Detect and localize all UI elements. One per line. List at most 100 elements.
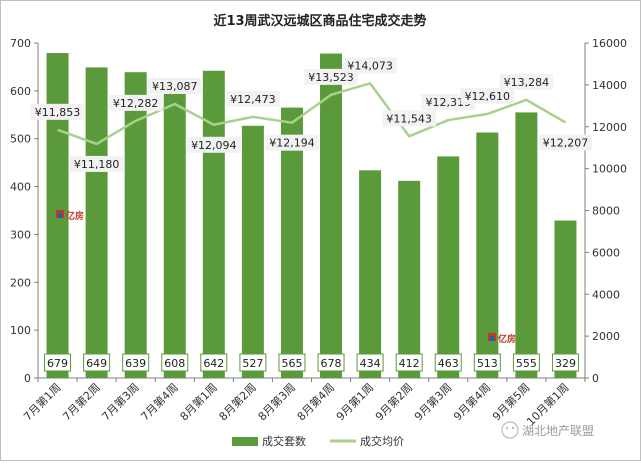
bar: [515, 112, 538, 379]
bar-value-label: 463: [438, 357, 459, 370]
y-right-tick-label: 14000: [592, 79, 627, 92]
bar: [320, 53, 343, 379]
price-value-box: [108, 94, 163, 111]
bar-value-label: 555: [516, 357, 537, 370]
price-value-box: [343, 57, 397, 74]
bar-value-label: 412: [399, 357, 420, 370]
bar-value-box: [161, 353, 189, 372]
bar-value-label: 679: [47, 357, 68, 370]
price-value-box: [499, 73, 554, 90]
price-value-label: ¥13,284: [504, 76, 550, 89]
bar-value-label: 329: [555, 357, 576, 370]
bar-value-box: [278, 353, 306, 372]
legend-line-label: 成交均价: [360, 434, 404, 448]
axes: 0 100 200 300 400 500 600 700 0 2000 4000 6000 8000 1…: [10, 37, 627, 385]
bar: [85, 67, 108, 379]
bar-value-box: [200, 353, 228, 372]
y-left-tick-label: 200: [10, 276, 31, 289]
price-value-box: [460, 87, 515, 104]
price-value-label: ¥13,523: [308, 71, 354, 84]
legend: 成交套数 成交均价: [232, 434, 404, 448]
logo-text: 亿房: [498, 333, 516, 345]
bar-value-box: [44, 353, 72, 372]
price-value-box: [30, 103, 85, 120]
logo-text: 亿房: [66, 210, 84, 222]
price-value-label: ¥13,087: [152, 80, 198, 93]
brand-text: 湖北地产联盟: [522, 423, 594, 438]
bar-value-label: 513: [477, 357, 498, 370]
y-right-tick-label: 2000: [592, 330, 620, 343]
bar: [359, 170, 382, 378]
price-value-label: ¥11,853: [35, 106, 81, 119]
price-value-label: ¥14,073: [347, 59, 393, 72]
price-value-label: ¥12,319: [426, 96, 472, 109]
price-value-box: [382, 110, 436, 127]
bar: [280, 107, 303, 378]
bar: [398, 180, 421, 378]
price-value-box: [538, 134, 593, 151]
bar-value-box: [395, 353, 423, 372]
data-labels: 679 649 639 608 642 527 565 678 434 412 463 513 555 3…: [30, 57, 593, 372]
bar: [241, 125, 264, 379]
bar: [202, 70, 225, 378]
bar-value-label: 642: [203, 357, 224, 370]
price-value-label: ¥12,610: [465, 90, 511, 103]
y-left-tick-label: 500: [10, 133, 31, 146]
price-value-label: ¥11,180: [74, 158, 120, 171]
bar-value-box: [356, 353, 384, 372]
y-left-tick-label: 700: [10, 37, 31, 50]
bar-value-box: [551, 353, 579, 372]
bar-value-box: [122, 353, 150, 372]
y-right-tick-label: 16000: [592, 37, 627, 50]
price-value-label: ¥12,207: [543, 136, 589, 149]
price-value-label: ¥12,094: [191, 139, 237, 152]
price-value-box: [187, 136, 241, 153]
bar-value-box: [434, 353, 462, 372]
y-left-tick-label: 100: [10, 324, 31, 337]
price-value-label: ¥11,543: [386, 112, 432, 125]
y-left-tick-label: 300: [10, 228, 31, 241]
bar: [554, 220, 577, 378]
y-right-tick-label: 12000: [592, 121, 627, 134]
bar-value-label: 608: [164, 357, 185, 370]
brand-watermark: 湖北地产联盟: [501, 421, 594, 439]
wechat-icon: [501, 421, 519, 439]
price-value-label: ¥12,473: [230, 93, 276, 106]
bar-value-box: [512, 353, 540, 372]
bar-value-box: [83, 353, 111, 372]
legend-bar-swatch: [232, 437, 258, 446]
price-value-label: ¥12,282: [113, 97, 159, 110]
bar-value-box: [317, 353, 345, 372]
price-value-label: ¥12,194: [269, 137, 315, 150]
y-left-tick-label: 600: [10, 85, 31, 98]
y-right-tick-label: 10000: [592, 163, 627, 176]
price-line: [57, 82, 567, 146]
bar-value-label: 527: [242, 357, 263, 370]
bar-value-label: 678: [321, 357, 342, 370]
bar: [476, 132, 499, 378]
price-value-box: [69, 155, 124, 172]
bar-value-box: [473, 353, 501, 372]
bar: [124, 72, 147, 378]
bar: [163, 87, 186, 379]
y-left-tick-label: 0: [24, 372, 31, 385]
y-right-tick-label: 0: [592, 372, 599, 385]
yifang-logo-watermark: 亿房: [56, 210, 84, 222]
bar: [437, 156, 460, 378]
line-series: [57, 82, 567, 146]
bar-value-label: 649: [86, 357, 107, 370]
price-value-box: [226, 90, 280, 107]
y-right-tick-label: 8000: [592, 205, 620, 218]
bar-value-label: 639: [125, 357, 146, 370]
bar-value-label: 434: [360, 357, 381, 370]
yifang-logo-watermark: 亿房: [488, 333, 516, 345]
chart-title: 近13周武汉远城区商品住宅成交走势: [213, 13, 426, 29]
y-left-tick-label: 400: [10, 181, 31, 194]
price-value-box: [265, 134, 319, 151]
legend-bar-label: 成交套数: [262, 434, 306, 448]
y-right-tick-label: 6000: [592, 246, 620, 259]
price-value-box: [147, 77, 202, 94]
y-right-tick-label: 4000: [592, 288, 620, 301]
